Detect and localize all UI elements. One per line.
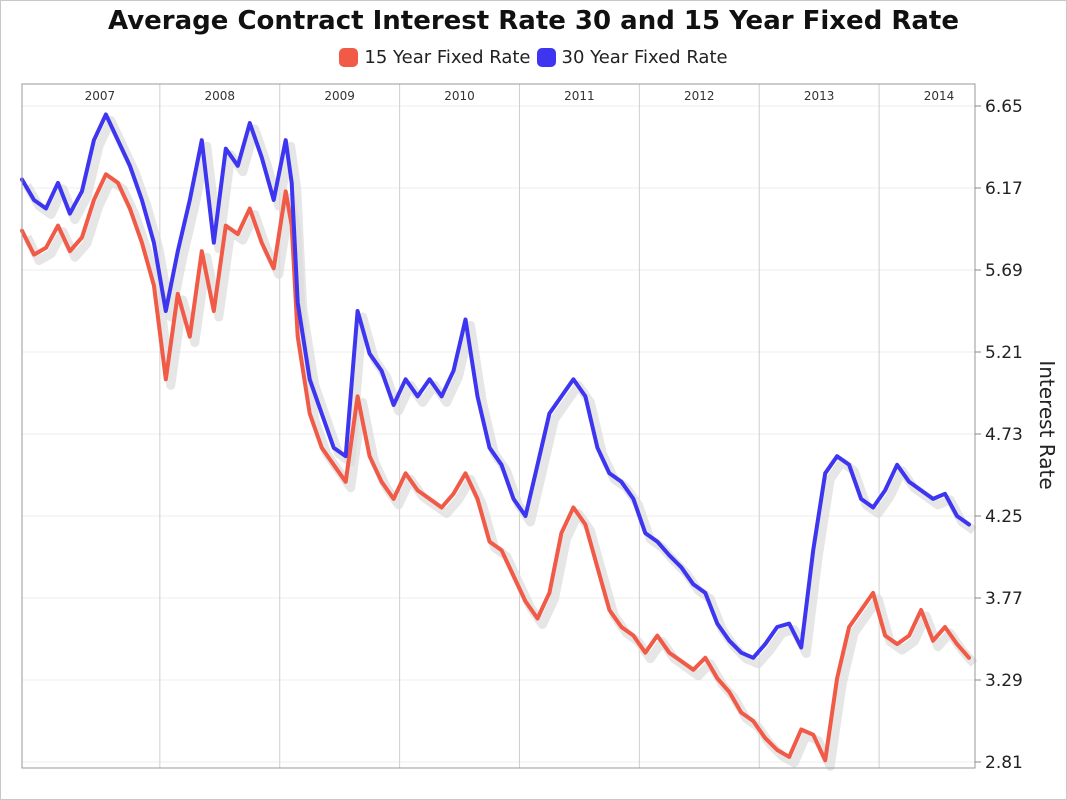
grid-lines — [22, 84, 975, 768]
legend-swatch-15yr — [339, 48, 359, 67]
series-line-30yr[interactable] — [20, 112, 971, 660]
y-tick-label-3: 5.21 — [985, 343, 1023, 363]
year-label-2007: 2007 — [85, 89, 116, 103]
legend-swatch-30yr — [536, 48, 556, 67]
year-label-2010: 2010 — [444, 89, 475, 103]
y-tick-label-2: 5.69 — [985, 261, 1023, 281]
chart-title: Average Contract Interest Rate 30 and 15… — [108, 6, 959, 36]
y-tick-label-6: 3.77 — [985, 589, 1023, 609]
series-shadow-1 — [23, 116, 977, 669]
chart-legend: 15 Year Fixed Rate 30 Year Fixed Rate — [0, 47, 1067, 68]
year-label-2014: 2014 — [924, 89, 955, 103]
legend-label-15yr: 15 Year Fixed Rate — [364, 47, 531, 68]
y-tick-label-4: 4.73 — [985, 425, 1023, 445]
year-label-2013: 2013 — [804, 89, 835, 103]
y-axis: 6.65 6.17 5.69 5.21 4.73 4.25 3.77 3.29 2.81 — [975, 97, 1023, 773]
y-tick-label-5: 4.25 — [985, 507, 1023, 527]
legend-label-30yr: 30 Year Fixed Rate — [561, 47, 728, 68]
legend-item-30yr[interactable]: 30 Year Fixed Rate — [536, 47, 728, 68]
y-tick-label-0: 6.65 — [985, 97, 1023, 117]
y-axis-label: Interest Rate — [1035, 360, 1059, 489]
y-tick-label-1: 6.17 — [985, 179, 1023, 199]
year-label-2012: 2012 — [684, 89, 715, 103]
series-lines — [20, 112, 978, 771]
year-label-2009: 2009 — [324, 89, 355, 103]
plot-area-border — [21, 83, 976, 769]
year-label-2008: 2008 — [205, 89, 236, 103]
legend-item-15yr[interactable]: 15 Year Fixed Rate — [339, 47, 531, 68]
year-labels: 2007 2008 2009 2010 2011 2012 2013 2014 — [85, 89, 955, 103]
y-tick-label-8: 2.81 — [985, 753, 1023, 773]
y-tick-label-7: 3.29 — [985, 671, 1023, 691]
series-line-15yr[interactable] — [20, 172, 971, 763]
year-label-2011: 2011 — [564, 89, 595, 103]
